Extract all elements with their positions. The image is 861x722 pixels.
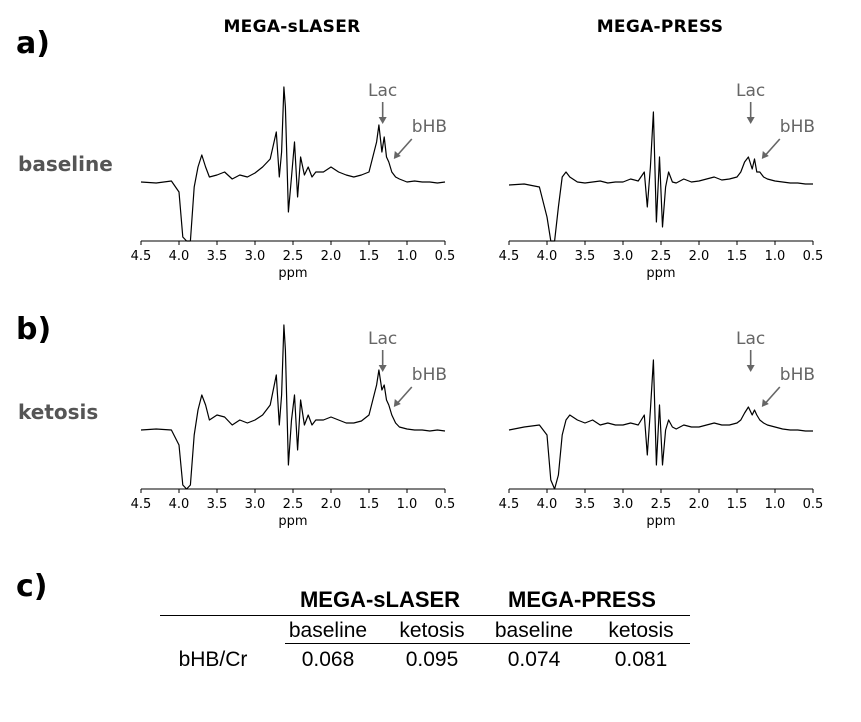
- spectrum-line: [508, 359, 813, 490]
- table-column-header: baseline: [288, 619, 368, 642]
- x-tick-label: 3.0: [245, 249, 266, 264]
- x-tick-label: 4.0: [169, 497, 190, 512]
- row-label-baseline: baseline: [18, 152, 113, 176]
- annotation-arrowhead-lac: [746, 365, 755, 372]
- table-column-header: baseline: [494, 619, 574, 642]
- x-tick-label: 2.0: [321, 249, 342, 264]
- annotation-label-lac: Lac: [368, 329, 397, 349]
- annotation-label-bhb: bHB: [780, 365, 815, 385]
- x-tick-label: 3.5: [207, 497, 228, 512]
- annotation-arrowhead-lac: [378, 365, 387, 372]
- table-group-header: MEGA-PRESS: [508, 587, 656, 612]
- x-axis-label: ppm: [646, 514, 675, 529]
- table-cell: 0.081: [614, 648, 668, 671]
- annotation-label-lac: Lac: [368, 81, 397, 101]
- x-tick-label: 3.0: [613, 497, 634, 512]
- x-tick-label: 0.5: [803, 497, 824, 512]
- table-column-header: ketosis: [608, 619, 674, 642]
- x-tick-label: 1.0: [397, 497, 418, 512]
- annotation-arrowhead-bhb: [761, 151, 769, 159]
- annotation-label-lac: Lac: [736, 329, 765, 349]
- x-tick-label: 1.5: [359, 497, 380, 512]
- annotation-arrowhead-bhb: [393, 151, 401, 159]
- annotation-label-lac: Lac: [736, 81, 765, 101]
- row-label-ketosis: ketosis: [18, 400, 99, 424]
- x-tick-label: 0.5: [803, 249, 824, 264]
- table-cell: 0.095: [405, 648, 459, 671]
- x-tick-label: 4.5: [499, 497, 520, 512]
- x-tick-label: 2.5: [651, 497, 672, 512]
- annotation-arrow-bhb: [395, 138, 413, 158]
- panel-label-a: a): [16, 26, 50, 61]
- x-tick-label: 4.5: [499, 249, 520, 264]
- x-tick-label: 1.0: [397, 249, 418, 264]
- x-tick-label: 1.5: [727, 249, 748, 264]
- column-title-mega-press: MEGA-PRESS: [596, 17, 724, 37]
- column-title-mega-slaser: MEGA-sLASER: [223, 17, 361, 37]
- x-tick-label: 3.5: [575, 249, 596, 264]
- annotation-arrowhead-bhb: [393, 399, 401, 407]
- x-tick-label: 0.5: [435, 497, 456, 512]
- table-rule: [160, 615, 690, 616]
- x-tick-label: 4.5: [131, 249, 152, 264]
- x-axis-label: ppm: [646, 266, 675, 281]
- spectrum-line: [140, 86, 446, 242]
- panel-label-b: b): [16, 312, 52, 347]
- annotation-arrow-bhb: [763, 386, 781, 406]
- x-tick-label: 4.5: [131, 497, 152, 512]
- annotation-arrowhead-lac: [378, 117, 387, 124]
- annotation-arrowhead-lac: [746, 117, 755, 124]
- table-cell: 0.074: [507, 648, 561, 671]
- annotation-label-bhb: bHB: [412, 365, 447, 385]
- x-tick-label: 1.0: [765, 249, 786, 264]
- x-tick-label: 4.0: [169, 249, 190, 264]
- annotation-arrow-bhb: [395, 386, 413, 406]
- x-tick-label: 1.5: [727, 497, 748, 512]
- x-tick-label: 1.0: [765, 497, 786, 512]
- table-rule: [285, 643, 690, 644]
- annotation-arrowhead-bhb: [761, 399, 769, 407]
- table-cell: 0.068: [301, 648, 355, 671]
- x-tick-label: 4.0: [537, 249, 558, 264]
- annotation-arrow-bhb: [763, 138, 781, 158]
- table-row-label: bHB/Cr: [178, 648, 248, 671]
- x-tick-label: 0.5: [435, 249, 456, 264]
- table-group-header: MEGA-sLASER: [299, 587, 461, 612]
- x-tick-label: 2.5: [283, 497, 304, 512]
- x-tick-label: 4.0: [537, 497, 558, 512]
- spectrum-line: [508, 111, 813, 242]
- x-tick-label: 2.5: [651, 249, 672, 264]
- spectrum-line: [140, 324, 446, 490]
- annotation-label-bhb: bHB: [412, 117, 447, 137]
- x-tick-label: 3.5: [207, 249, 228, 264]
- x-tick-label: 2.0: [689, 249, 710, 264]
- table-column-header: ketosis: [399, 619, 465, 642]
- annotation-label-bhb: bHB: [780, 117, 815, 137]
- x-tick-label: 3.0: [613, 249, 634, 264]
- x-tick-label: 2.5: [283, 249, 304, 264]
- x-axis-label: ppm: [278, 266, 307, 281]
- x-tick-label: 3.5: [575, 497, 596, 512]
- panel-label-c: c): [16, 569, 48, 604]
- x-tick-label: 2.0: [689, 497, 710, 512]
- x-tick-label: 1.5: [359, 249, 380, 264]
- x-tick-label: 2.0: [321, 497, 342, 512]
- x-axis-label: ppm: [278, 514, 307, 529]
- x-tick-label: 3.0: [245, 497, 266, 512]
